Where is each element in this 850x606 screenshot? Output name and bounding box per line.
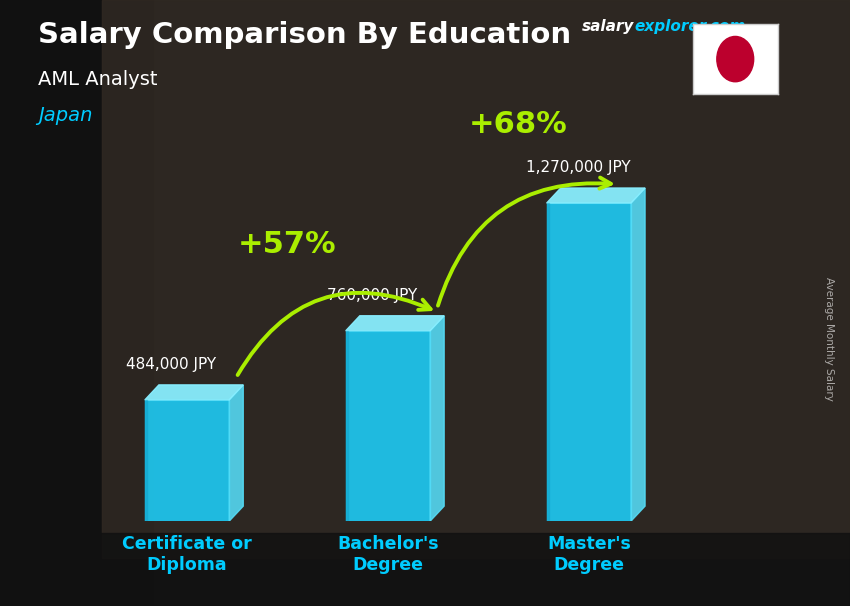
Bar: [547, 203, 631, 521]
Text: 1,270,000 JPY: 1,270,000 JPY: [526, 160, 631, 175]
Polygon shape: [144, 400, 147, 521]
Bar: [102, 0, 850, 558]
Bar: [0, 533, 850, 606]
Bar: [346, 331, 430, 521]
Polygon shape: [547, 203, 548, 521]
Text: +68%: +68%: [469, 110, 568, 139]
Polygon shape: [631, 188, 645, 521]
Text: Salary Comparison By Education: Salary Comparison By Education: [38, 21, 571, 49]
Bar: [144, 400, 230, 521]
Text: Average Monthly Salary: Average Monthly Salary: [824, 278, 834, 401]
Bar: [102, 0, 850, 558]
Bar: [0, 0, 153, 606]
Text: explorer.com: explorer.com: [635, 19, 746, 35]
Polygon shape: [430, 316, 445, 521]
Polygon shape: [346, 316, 445, 331]
FancyArrowPatch shape: [238, 293, 431, 375]
Text: Japan: Japan: [38, 106, 93, 125]
Text: 484,000 JPY: 484,000 JPY: [126, 357, 216, 371]
Polygon shape: [230, 385, 243, 521]
Text: AML Analyst: AML Analyst: [38, 70, 158, 88]
Text: +57%: +57%: [238, 230, 337, 259]
FancyArrowPatch shape: [438, 178, 611, 305]
Polygon shape: [346, 331, 348, 521]
Circle shape: [717, 36, 754, 82]
Polygon shape: [547, 188, 645, 203]
Text: 760,000 JPY: 760,000 JPY: [326, 288, 417, 302]
Polygon shape: [144, 385, 243, 400]
Text: salary: salary: [582, 19, 635, 35]
